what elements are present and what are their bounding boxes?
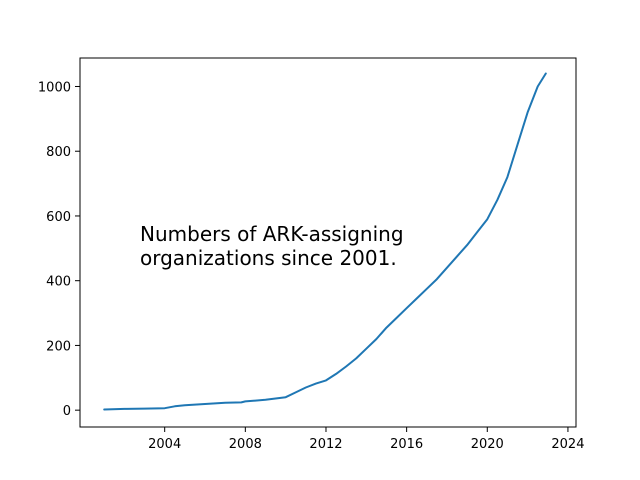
y-tick-label: 400 — [46, 275, 71, 290]
x-tick-label: 2004 — [148, 437, 181, 452]
annotation-line-1: Numbers of ARK-assigning — [140, 222, 404, 246]
y-tick-label: 0 — [63, 404, 71, 419]
x-tick-label: 2012 — [309, 437, 342, 452]
x-tick-label: 2008 — [229, 437, 262, 452]
y-axis: 0 200 400 600 800 1000 — [38, 80, 80, 419]
y-tick-label: 1000 — [38, 80, 71, 95]
x-tick-label: 2016 — [390, 437, 423, 452]
x-tick-label: 2020 — [471, 437, 504, 452]
x-axis: 2004 2008 2012 2016 2020 2024 — [148, 427, 584, 452]
y-tick-label: 200 — [46, 339, 71, 354]
y-tick-label: 800 — [46, 145, 71, 160]
x-tick-label: 2024 — [551, 437, 584, 452]
y-tick-label: 600 — [46, 210, 71, 225]
plot-area-frame — [79, 57, 577, 428]
annotation-line-2: organizations since 2001. — [140, 246, 397, 270]
series-line — [103, 72, 547, 411]
